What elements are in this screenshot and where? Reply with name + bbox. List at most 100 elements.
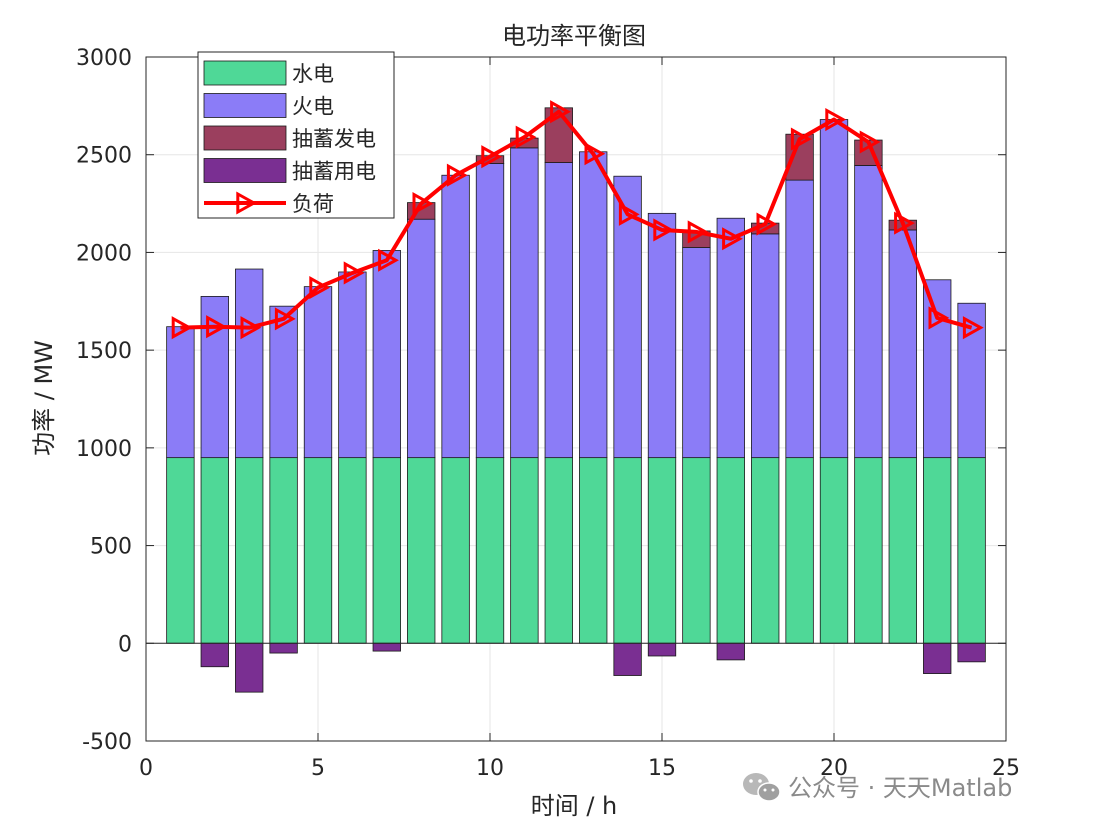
y-tick-label: 1000 <box>76 437 132 462</box>
load-point-1 <box>171 316 193 340</box>
load-point-17 <box>722 227 743 251</box>
bar-火电-4 <box>269 305 298 459</box>
legend-swatch-抽蓄用电 <box>203 158 287 183</box>
bar-水电-10 <box>475 457 505 644</box>
legend-label: 水电 <box>292 62 334 86</box>
x-tick-label: 0 <box>139 756 153 781</box>
bar-水电-19 <box>785 457 814 644</box>
legend-marker <box>236 191 258 215</box>
load-point-23 <box>928 306 950 330</box>
bar-火电-19 <box>785 179 814 459</box>
legend-label: 抽蓄用电 <box>292 160 376 184</box>
bar-火电-18 <box>751 233 780 459</box>
bar-火电-5 <box>303 286 333 459</box>
load-point-15 <box>653 218 675 242</box>
bar-水电-20 <box>819 457 849 644</box>
bar-抽蓄用电-15 <box>647 642 677 657</box>
legend-label: 负荷 <box>292 192 334 216</box>
load-line-series <box>171 100 984 340</box>
bar-火电-8 <box>407 218 436 459</box>
watermark-text: 公众号 · 天天Matlab <box>788 774 1012 802</box>
bar-火电-10 <box>475 163 505 459</box>
load-point-11 <box>515 125 537 149</box>
y-tick-label: -500 <box>82 730 132 755</box>
bar-水电-24 <box>957 457 986 644</box>
legend-label: 火电 <box>292 95 334 119</box>
x-tick-label: 15 <box>648 756 676 781</box>
load-point-19 <box>790 127 812 151</box>
bar-水电-2 <box>200 457 229 644</box>
load-point-6 <box>343 261 365 285</box>
bar-水电-23 <box>923 457 952 644</box>
bar-火电-15 <box>647 212 677 459</box>
bar-水电-11 <box>510 457 539 644</box>
bar-抽蓄用电-23 <box>923 642 952 674</box>
bar-抽蓄用电-24 <box>957 642 986 663</box>
x-tick-label: 25 <box>992 756 1020 781</box>
bar-火电-20 <box>819 119 849 459</box>
tick-labels: 0 5 10 15 20 25 -500 0 500 1000 1500 2000 2500 3000 <box>76 46 1020 781</box>
bar-水电-13 <box>579 457 608 644</box>
bar-水电-1 <box>166 457 195 644</box>
bar-series <box>166 107 986 693</box>
wechat-icon <box>743 773 781 802</box>
bar-水电-3 <box>235 457 264 644</box>
bar-水电-4 <box>269 457 298 644</box>
legend-label: 抽蓄发电 <box>292 127 376 151</box>
bar-火电-9 <box>441 174 470 459</box>
bar-火电-7 <box>372 250 401 459</box>
bar-火电-11 <box>510 147 539 459</box>
legend-swatch-水电 <box>203 60 287 86</box>
load-point-8 <box>412 192 434 216</box>
y-tick-label: 0 <box>118 632 132 657</box>
bar-火电-21 <box>854 165 883 459</box>
load-point-5 <box>309 276 331 300</box>
load-point-14 <box>618 202 640 226</box>
bar-水电-14 <box>613 457 642 644</box>
x-axis-label: 时间 / h <box>531 792 618 820</box>
load-point-12 <box>550 100 571 124</box>
x-tick-label: 5 <box>311 756 325 781</box>
bar-抽蓄用电-7 <box>372 642 401 652</box>
chart-title: 电功率平衡图 <box>502 22 646 50</box>
bar-火电-16 <box>682 247 711 459</box>
bar-抽蓄用电-17 <box>716 642 745 661</box>
axes <box>145 56 1007 742</box>
load-point-24 <box>962 316 984 340</box>
bar-火电-6 <box>338 271 367 459</box>
y-tick-label: 1500 <box>76 339 132 364</box>
bar-水电-12 <box>544 457 573 644</box>
bar-抽蓄用电-14 <box>613 642 642 676</box>
bar-水电-9 <box>441 457 470 644</box>
bar-火电-12 <box>544 162 573 459</box>
x-tick-label: 20 <box>820 756 848 781</box>
watermark: 公众号 · 天天Matlab <box>743 773 1012 802</box>
y-tick-label: 500 <box>90 535 132 560</box>
load-point-7 <box>378 248 399 272</box>
load-point-10 <box>481 145 503 169</box>
load-point-4 <box>274 307 296 331</box>
legend-swatch-抽蓄发电 <box>203 125 287 151</box>
bar-抽蓄用电-4 <box>269 642 298 654</box>
bar-水电-8 <box>407 457 436 644</box>
y-tick-label: 2000 <box>76 241 132 266</box>
bar-火电-23 <box>923 279 952 459</box>
load-point-21 <box>859 130 881 154</box>
bar-水电-7 <box>372 457 401 644</box>
bar-水电-15 <box>647 457 677 644</box>
bar-火电-22 <box>888 229 917 459</box>
bar-火电-17 <box>716 217 745 459</box>
bar-抽蓄用电-3 <box>235 642 264 693</box>
bar-水电-18 <box>751 457 780 644</box>
bar-火电-13 <box>579 151 608 459</box>
load-point-2 <box>206 315 227 339</box>
load-point-16 <box>687 220 709 244</box>
bar-水电-22 <box>888 457 917 644</box>
y-axis-label: 功率 / MW <box>30 340 58 456</box>
load-point-13 <box>584 142 606 166</box>
bar-水电-6 <box>338 457 367 644</box>
y-tick-label: 2500 <box>76 144 132 169</box>
bar-水电-21 <box>854 457 883 644</box>
